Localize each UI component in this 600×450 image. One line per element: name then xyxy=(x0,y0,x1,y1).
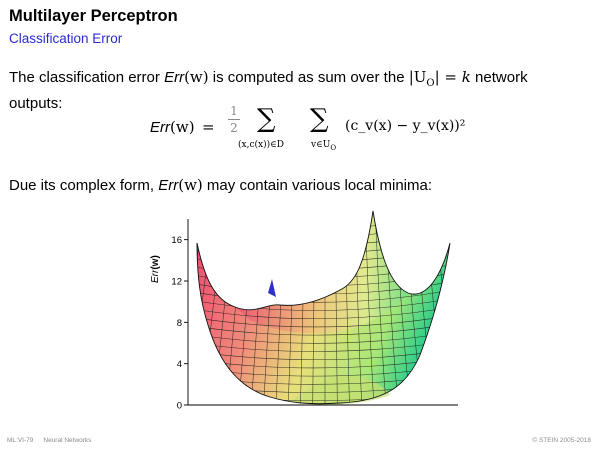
para2-text-2: may contain various local minima: xyxy=(202,177,433,194)
para1-uo-end: | = xyxy=(434,68,462,86)
mesh-line-v xyxy=(455,205,460,420)
formula-term: (c_v(x) − y_v(x))² xyxy=(345,118,466,134)
formula-sum-2: ∑ xyxy=(310,104,329,134)
surface xyxy=(196,205,460,420)
mesh-line-h xyxy=(197,323,450,336)
formula-frac-num: 1 xyxy=(230,104,238,118)
mesh-line-h xyxy=(197,221,450,237)
y-tick-label: 12 xyxy=(171,277,182,288)
para2-w: (w) xyxy=(178,176,203,194)
mesh-line-h xyxy=(197,314,450,328)
y-axis-ticks: 0 4 8 12 16 xyxy=(171,235,188,412)
paragraph-classification-error: The classification error Err(w) is compu… xyxy=(9,67,584,114)
footer-slide-id: ML:VI-79 xyxy=(7,437,34,444)
error-surface-plot: 0 4 8 12 16 Err(w) xyxy=(150,205,460,420)
formula-frac-bar xyxy=(228,119,240,120)
mesh-line-h xyxy=(197,263,450,278)
para1-text-3: network outputs: xyxy=(9,69,528,112)
mesh-line-h xyxy=(197,297,450,311)
para1-uo: |UO| = k xyxy=(408,68,471,89)
formula-sum-2-sub: v∈UO xyxy=(311,140,336,152)
y-tick-label: 16 xyxy=(171,235,182,246)
formula-sum-1-sub: (x,c(x))∈D xyxy=(238,140,284,150)
y-tick-label: 4 xyxy=(177,359,182,370)
formula-sum-1: ∑ xyxy=(257,104,276,134)
formula-sub2-o: O xyxy=(330,143,337,152)
y-axis-label: Err(w) xyxy=(150,255,161,283)
surface-back-wall xyxy=(235,211,408,334)
para1-text-1: The classification error xyxy=(9,69,165,86)
para2-err: Err xyxy=(158,177,179,194)
footer-section: Neural Networks xyxy=(43,437,92,444)
mesh-line-h xyxy=(197,331,450,344)
mesh-line-h xyxy=(197,255,450,270)
formula-err: Err xyxy=(150,119,170,136)
para1-uo-start: |U xyxy=(408,68,427,86)
surface-valley xyxy=(290,374,390,405)
mesh-line-h xyxy=(197,272,450,287)
formula-frac-den: 2 xyxy=(230,121,238,135)
formula-sub2-text: v∈U xyxy=(311,140,331,150)
para1-uo-sub: O xyxy=(426,78,435,89)
footer-copyright: © STEIN 2005-2018 xyxy=(532,437,591,444)
slide-subtitle: Classification Error xyxy=(9,31,123,46)
mesh-line-h xyxy=(197,212,450,229)
slide-title: Multilayer Perceptron xyxy=(9,7,178,25)
mesh-line-h xyxy=(197,280,450,295)
mesh-line-h xyxy=(197,229,450,246)
para1-text-2: is computed as sum over the xyxy=(208,69,409,86)
mesh-line-v xyxy=(434,211,450,404)
y-tick-label: 0 xyxy=(177,401,182,412)
y-axis-label-w: (w) xyxy=(150,255,161,269)
paragraph-local-minima: Due its complex form, Err(w) may contain… xyxy=(9,176,432,194)
para1-err: Err xyxy=(164,69,185,86)
formula-w: (w) xyxy=(170,118,195,136)
mesh-line-h xyxy=(197,246,450,262)
y-axis-label-err: Err xyxy=(150,269,161,283)
surface-spike xyxy=(268,279,276,297)
formula-lhs: Err(w) xyxy=(150,118,195,136)
footer-left: ML:VI-79 Neural Networks xyxy=(7,437,91,444)
mesh-line-h xyxy=(197,306,450,319)
formula-equals: = xyxy=(202,118,215,136)
y-tick-label: 8 xyxy=(177,318,182,329)
surface-outline xyxy=(196,210,451,405)
para1-w: (w) xyxy=(184,68,209,86)
para1-k: k xyxy=(461,68,471,86)
mesh-line-h xyxy=(197,340,450,352)
mesh-line-v xyxy=(444,211,450,404)
mesh-line-h xyxy=(197,238,450,254)
para2-text-1: Due its complex form, xyxy=(9,177,159,194)
